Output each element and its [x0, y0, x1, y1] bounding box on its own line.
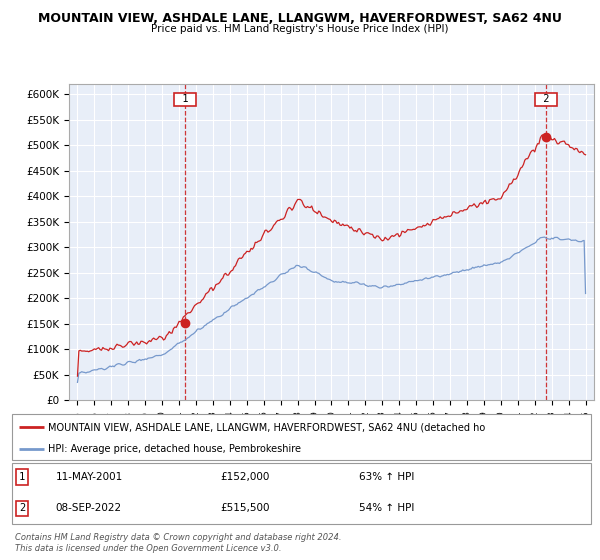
Text: Contains HM Land Registry data © Crown copyright and database right 2024.
This d: Contains HM Land Registry data © Crown c… [15, 533, 341, 553]
Text: £152,000: £152,000 [220, 472, 270, 482]
Text: HPI: Average price, detached house, Pembrokeshire: HPI: Average price, detached house, Pemb… [49, 444, 301, 454]
Text: 63% ↑ HPI: 63% ↑ HPI [359, 472, 415, 482]
Text: Price paid vs. HM Land Registry's House Price Index (HPI): Price paid vs. HM Land Registry's House … [151, 24, 449, 34]
Text: 2: 2 [537, 94, 556, 104]
Text: 2: 2 [19, 503, 25, 514]
Text: 54% ↑ HPI: 54% ↑ HPI [359, 503, 415, 514]
Text: 1: 1 [19, 472, 25, 482]
Text: £515,500: £515,500 [220, 503, 270, 514]
Text: MOUNTAIN VIEW, ASHDALE LANE, LLANGWM, HAVERFORDWEST, SA62 4NU: MOUNTAIN VIEW, ASHDALE LANE, LLANGWM, HA… [38, 12, 562, 25]
Text: 1: 1 [176, 94, 194, 104]
Text: MOUNTAIN VIEW, ASHDALE LANE, LLANGWM, HAVERFORDWEST, SA62 4NU (detached ho: MOUNTAIN VIEW, ASHDALE LANE, LLANGWM, HA… [49, 422, 486, 432]
Text: 08-SEP-2022: 08-SEP-2022 [55, 503, 122, 514]
Text: 11-MAY-2001: 11-MAY-2001 [55, 472, 122, 482]
